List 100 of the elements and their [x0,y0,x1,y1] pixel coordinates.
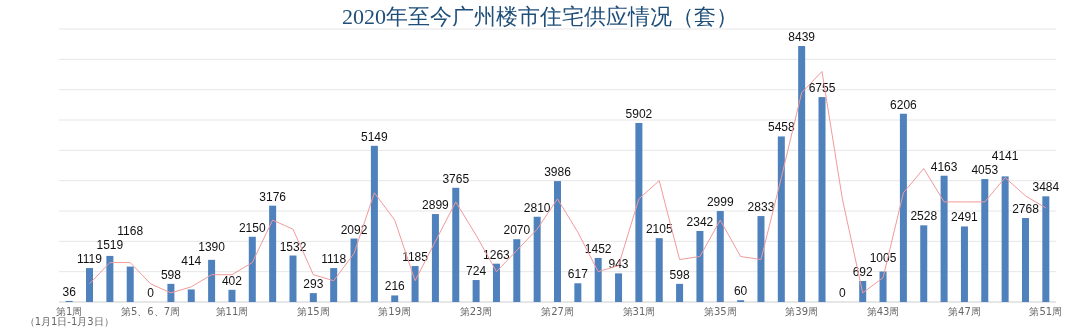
data-label: 2491 [951,210,979,225]
bar [248,236,256,302]
bar [208,259,216,302]
data-label: 6206 [890,97,918,112]
data-label: 692 [852,265,874,280]
data-label: 1118 [321,252,347,267]
data-label: 2342 [686,214,714,229]
bar [472,280,480,302]
bar [431,214,439,302]
data-label: 724 [466,264,487,279]
data-label: 4141 [991,149,1019,164]
data-label: 1532 [279,239,307,254]
bar [818,97,826,302]
bar [1042,196,1050,302]
x-tick-label: 第5、6、7周 [121,306,181,317]
data-label: 1519 [96,238,124,253]
data-label: 1119 [77,252,103,267]
data-label: 2092 [340,222,368,237]
data-label: 3765 [442,171,470,186]
bar [655,238,663,302]
x-tick-label: 第43周 [866,306,900,317]
bar [309,293,317,302]
data-label: 2070 [503,223,531,238]
bar [411,266,419,302]
bar [899,113,907,302]
bar [879,271,887,302]
data-label: 1452 [584,241,612,256]
bar [228,289,236,302]
data-label: 8439 [788,30,816,45]
bar [940,175,948,302]
x-tick-label: 第15周 [296,306,330,317]
bar [187,289,195,302]
data-label: 2150 [238,220,266,235]
data-label: 4163 [930,159,958,174]
x-tick-label: 第27周 [541,306,574,317]
data-label: 2999 [706,195,734,210]
data-label: 2899 [422,198,450,213]
data-label: 598 [669,267,690,282]
x-tick-label: 第35周 [703,306,737,317]
bar [960,226,968,302]
x-tick-label: 第31周 [622,306,656,317]
bar [330,268,338,302]
bar [391,295,399,302]
bar [798,46,806,302]
x-tick-label: 第1周（1月1日-1月3日） [24,306,114,327]
x-tick-label: 第19周 [378,306,412,317]
data-label: 2528 [910,209,938,224]
bar [696,230,704,302]
data-label: 2833 [747,200,775,215]
data-label: 1263 [483,247,511,262]
bar [289,255,297,302]
bar [126,266,134,302]
data-label: 943 [608,257,629,272]
bar [757,216,765,302]
bar [1001,176,1009,302]
data-label: 617 [567,267,589,282]
bar [615,273,623,302]
x-tick-label: 第39周 [785,306,819,317]
bar [777,136,785,302]
data-label: 36 [62,284,77,299]
bar [513,239,521,302]
data-label: 1168 [117,224,144,239]
bar [981,179,989,302]
data-label: 4053 [971,163,999,178]
data-label: 598 [160,267,182,282]
x-tick-label: 第11周 [215,306,249,317]
data-label: 2810 [523,200,551,215]
data-label: 6755 [808,81,836,96]
data-label: 5458 [767,120,795,135]
data-label: 2768 [1012,202,1040,217]
bar [716,211,724,302]
bar [554,181,561,302]
bar [635,122,643,302]
data-label: 3484 [1032,180,1060,195]
x-tick-label: 第47周 [948,306,981,317]
bar [269,205,277,302]
bar [350,238,358,302]
data-label: 1185 [402,250,429,265]
data-label: 60 [733,284,748,299]
data-label: 0 [147,286,155,300]
chart-title: 2020年至今广州楼市住宅供应情况（套） [342,4,738,29]
data-label: 1390 [198,239,226,254]
x-tick-label: 第51周 [1029,306,1063,317]
data-label: 2105 [645,222,673,237]
bar [106,255,114,302]
data-label: 1005 [869,251,897,266]
bar [492,263,500,302]
bar [920,225,928,302]
x-tick-label: 第23周 [459,306,493,317]
data-label: 402 [221,273,243,288]
data-label: 293 [303,277,324,292]
bar [452,187,460,302]
bar [1021,218,1029,302]
data-label: 3986 [544,165,572,180]
bar [533,216,541,302]
data-label: 3176 [259,189,287,204]
data-label: 216 [384,279,406,294]
data-label: 5149 [361,129,389,144]
bar [594,257,602,302]
bar [676,283,684,302]
